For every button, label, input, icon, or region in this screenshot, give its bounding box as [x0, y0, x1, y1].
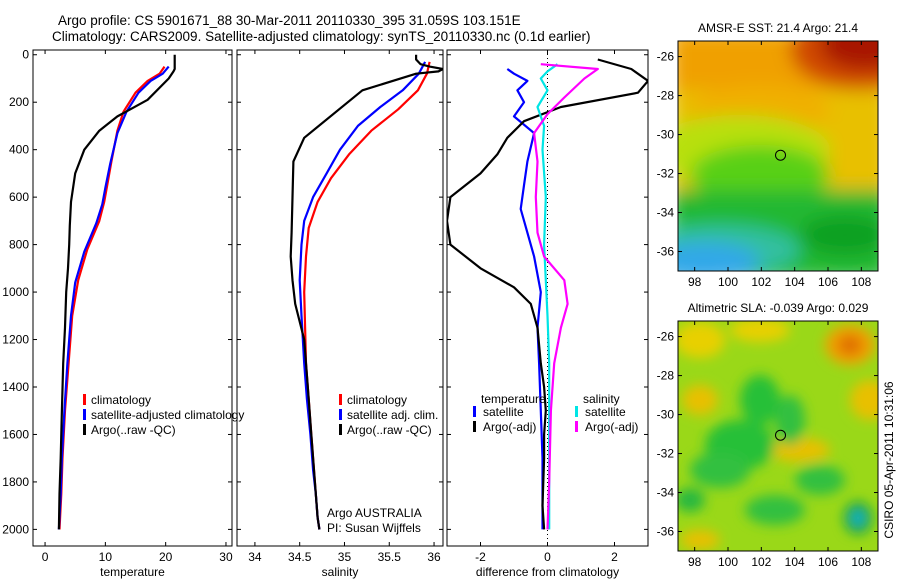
map-x-tick-label: 106 [818, 275, 838, 289]
series-line-salinity-argo [532, 63, 599, 530]
y-tick-label: 1000 [2, 285, 29, 299]
map-y-tick-label: -32 [657, 167, 675, 181]
map-y-tick-label: -30 [657, 408, 675, 422]
x-tick-label: 35.5 [378, 550, 402, 564]
map-y-tick-label: -28 [657, 369, 675, 383]
map-y-tick-label: -26 [657, 330, 675, 344]
series-line-climatology [303, 61, 431, 530]
series-line-satellite [298, 61, 427, 530]
map-y-tick-label: -34 [657, 486, 675, 500]
map-y-tick-label: -28 [657, 89, 675, 103]
x-tick-label: 30 [219, 550, 233, 564]
x-tick-label: 34.5 [288, 550, 312, 564]
map-x-tick-label: 104 [785, 555, 805, 569]
x-tick-label: 2 [611, 550, 618, 564]
legend-title-temperature: temperature [481, 392, 546, 406]
x-tick-label: 10 [99, 550, 113, 564]
series-line-temperature-argo [447, 58, 648, 530]
series-line-argo [289, 54, 443, 530]
annotation-pi: PI: Susan Wijffels [327, 521, 421, 535]
temperature-frame [32, 49, 233, 547]
legend-swatch [473, 406, 476, 417]
series-line-temperature-satellite [506, 68, 544, 530]
map-y-tick-label: -34 [657, 206, 675, 220]
legend-title-salinity: salinity [583, 392, 620, 406]
x-tick-label: 0 [544, 550, 551, 564]
legend-swatch [83, 409, 86, 420]
difference-xlabel: difference from climatology [476, 565, 619, 579]
map-x-tick-label: 106 [818, 555, 838, 569]
y-tick-label: 1800 [2, 475, 29, 489]
legend-swatch [575, 406, 578, 417]
map-y-tick-label: -30 [657, 128, 675, 142]
sst-map: AMSR-E SST: 21.4 Argo: 21.4 98 100 102 104 10… [657, 21, 879, 289]
map-x-tick-label: 100 [718, 275, 738, 289]
credit-timestamp: CSIRO 05-Apr-2011 10:31:06 [882, 381, 896, 539]
temperature-xlabel: temperature [100, 565, 165, 579]
legend-swatch [473, 421, 476, 432]
map-y-tick-label: -36 [657, 525, 675, 539]
map-x-tick-label: 100 [718, 555, 738, 569]
legend-label: climatology [91, 393, 151, 407]
x-tick-label: 20 [159, 550, 173, 564]
x-tick-label: 36 [427, 550, 441, 564]
y-tick-label: 200 [9, 95, 29, 109]
legend-label: satellite [585, 405, 626, 419]
y-tick-label: 2000 [2, 522, 29, 536]
legend-label: satellite adj. clim. [347, 408, 438, 422]
legend-swatch [83, 394, 86, 405]
legend-label: Argo(..raw -QC) [91, 423, 176, 437]
series-line-satellite [57, 65, 170, 530]
map-x-tick-label: 102 [751, 555, 771, 569]
legend-label: satellite-adjusted climatology [91, 408, 244, 422]
sst_map-title: AMSR-E SST: 21.4 Argo: 21.4 [698, 21, 858, 35]
x-tick-label: -2 [475, 550, 486, 564]
map-x-tick-label: 98 [688, 555, 702, 569]
legend-label: climatology [347, 393, 407, 407]
legend-swatch [339, 424, 342, 435]
map-y-tick-label: -32 [657, 447, 675, 461]
legend-swatch [339, 394, 342, 405]
series-line-argo [57, 54, 176, 530]
figure-title-line-1: Argo profile: CS 5901671_88 30-Mar-2011 … [58, 13, 521, 28]
sla-map: Altimetric SLA: -0.039 Argo: 0.029 98 100 1… [657, 301, 879, 569]
sla-argo-marker [775, 429, 787, 441]
y-tick-label: 0 [22, 48, 29, 62]
y-tick-label: 1400 [2, 380, 29, 394]
series-line-climatology [58, 65, 166, 530]
y-tick-label: 1200 [2, 333, 29, 347]
salinity-plot: 34 34.5 35 35.5 36 salinity climatologysatelli… [236, 49, 444, 579]
salinity-xlabel: salinity [322, 565, 359, 579]
map-y-tick-label: -36 [657, 245, 675, 259]
legend-swatch [339, 409, 342, 420]
map-x-tick-label: 104 [785, 275, 805, 289]
map-x-tick-label: 108 [851, 275, 871, 289]
y-tick-label: 800 [9, 238, 29, 252]
sst-argo-marker [775, 149, 787, 161]
temperature-plot: 0 10 20 30 0 200 400 600 800 1000 1200 1400 1600 1800… [2, 48, 244, 579]
sla_map-title: Altimetric SLA: -0.039 Argo: 0.029 [688, 301, 869, 315]
legend-swatch [575, 421, 578, 432]
annotation-argo-australia: Argo AUSTRALIA [327, 506, 422, 520]
legend-label: Argo(-adj) [483, 420, 536, 434]
map-y-tick-label: -26 [657, 50, 675, 64]
legend-swatch [83, 424, 86, 435]
map-x-tick-label: 102 [751, 275, 771, 289]
figure-title-line-2: Climatology: CARS2009. Satellite-adjuste… [52, 29, 591, 44]
map-x-tick-label: 108 [851, 555, 871, 569]
x-tick-label: 34 [248, 550, 262, 564]
x-tick-label: 35 [338, 550, 352, 564]
map-x-tick-label: 98 [688, 275, 702, 289]
y-tick-label: 600 [9, 190, 29, 204]
legend-label: satellite [483, 405, 524, 419]
legend-label: Argo(-adj) [585, 420, 638, 434]
salinity-frame [236, 49, 444, 547]
y-tick-label: 1600 [2, 427, 29, 441]
x-tick-label: 0 [42, 550, 49, 564]
legend-label: Argo(..raw -QC) [347, 423, 432, 437]
y-tick-label: 400 [9, 143, 29, 157]
